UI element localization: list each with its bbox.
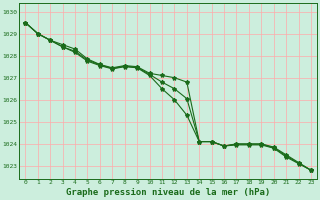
X-axis label: Graphe pression niveau de la mer (hPa): Graphe pression niveau de la mer (hPa) [66,188,270,197]
